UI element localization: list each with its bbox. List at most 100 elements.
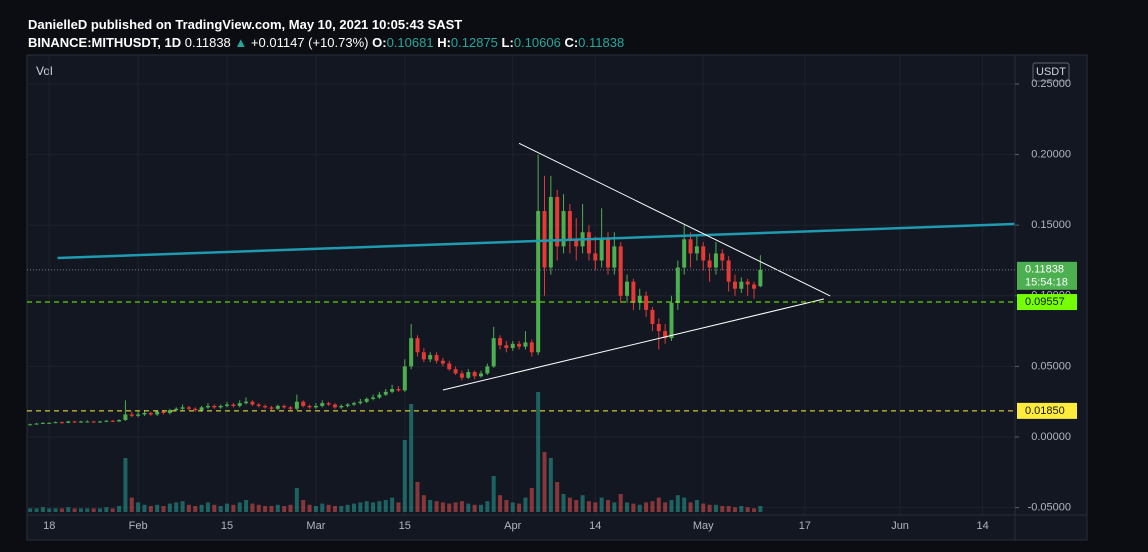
- volume-bar: [123, 458, 128, 512]
- horizontal-line-box: [1017, 294, 1077, 311]
- x-tick-label: 15: [399, 520, 411, 532]
- trend-line: [442, 298, 824, 391]
- volume-bar: [713, 504, 718, 512]
- volume-bar: [631, 503, 636, 512]
- volume-bar: [396, 502, 401, 512]
- volume-bar: [739, 506, 744, 512]
- x-tick-label: 14: [976, 520, 988, 532]
- y-tick-label: 0.05000: [1031, 360, 1071, 372]
- candle-body: [478, 373, 483, 377]
- volume-bar: [434, 501, 439, 512]
- candle-body: [117, 420, 122, 422]
- candle-body: [758, 269, 763, 287]
- volume-bar: [72, 508, 77, 512]
- candle-body: [396, 388, 401, 391]
- volume-bar: [491, 476, 496, 512]
- candle-body: [294, 401, 299, 409]
- candle-body: [237, 403, 242, 406]
- symbol: BINANCE:MITHUSDT, 1D: [28, 35, 182, 50]
- volume-bar: [745, 507, 750, 512]
- last-price-box: [1017, 261, 1077, 290]
- candle-body: [574, 239, 579, 247]
- volume-bar: [326, 504, 331, 512]
- volume-bar: [358, 502, 363, 512]
- candle-body: [447, 363, 452, 370]
- y-tick-label: 0.15000: [1031, 219, 1071, 231]
- candle-body: [390, 388, 395, 392]
- candle-body: [174, 408, 179, 411]
- h-value: 0.12875: [450, 35, 498, 50]
- candle-body: [110, 420, 115, 422]
- volume-bar: [517, 503, 522, 512]
- candle-body: [345, 404, 350, 406]
- candle-body: [78, 421, 83, 423]
- author: DanielleD published on TradingView.com, …: [28, 17, 463, 32]
- volume-bar: [104, 507, 109, 512]
- candle-body: [313, 405, 318, 408]
- volume-bar: [193, 506, 198, 512]
- candle-body: [161, 411, 166, 414]
- volume-bar: [542, 452, 547, 512]
- volume-bar: [383, 500, 388, 512]
- volume-bar: [85, 508, 90, 512]
- volume-bar: [650, 501, 655, 512]
- candle-body: [453, 369, 458, 374]
- candle-body: [72, 421, 77, 423]
- candle-body: [402, 366, 407, 391]
- candle-body: [91, 421, 96, 423]
- volume-bar: [580, 495, 585, 512]
- volume-bar: [618, 494, 623, 512]
- o-label: O:: [372, 35, 387, 50]
- volume-bar: [59, 508, 64, 512]
- volume-bar: [447, 503, 452, 512]
- volume-bar: [142, 504, 147, 512]
- candle-body: [688, 239, 693, 254]
- volume-bar: [574, 500, 579, 512]
- l-label: L:: [501, 35, 514, 50]
- o-value: 0.10681: [386, 35, 434, 50]
- volume-bar: [371, 502, 376, 512]
- volume-bar: [282, 506, 287, 512]
- candle-body: [415, 338, 420, 353]
- volume-bar: [180, 501, 185, 512]
- candle-body: [34, 423, 39, 425]
- y-tick-label: 0.00000: [1031, 431, 1071, 443]
- candle-body: [339, 405, 344, 408]
- candle-body: [307, 405, 312, 408]
- candle-body: [377, 394, 382, 398]
- candle-body: [123, 414, 128, 421]
- candle-body: [167, 410, 172, 414]
- volume-bar: [644, 502, 649, 512]
- candle-body: [434, 355, 439, 361]
- candle-body: [593, 253, 598, 261]
- volume-bar: [250, 503, 255, 512]
- candle-body: [256, 404, 261, 406]
- volume-bar: [701, 503, 706, 512]
- volume-bar: [656, 497, 661, 512]
- l-value: 0.10606: [513, 35, 561, 50]
- candle-body: [618, 246, 623, 296]
- candle-body: [218, 405, 223, 408]
- candle-body: [409, 338, 414, 367]
- candle-body: [250, 401, 255, 405]
- volume-bar: [485, 501, 490, 512]
- volume-bar: [498, 495, 503, 512]
- volume-bar: [453, 502, 458, 512]
- volume-bar: [205, 502, 210, 512]
- volume-bar: [599, 497, 604, 512]
- volume-bar: [758, 506, 763, 512]
- candle-body: [472, 372, 477, 377]
- volume-bar: [377, 501, 382, 512]
- volume-bar: [53, 508, 58, 512]
- volume-bar: [339, 506, 344, 512]
- candle-body: [301, 401, 306, 406]
- volume-bar: [472, 504, 477, 512]
- candle-body: [288, 407, 293, 409]
- symbol-line: BINANCE:MITHUSDT, 1D 0.11838 ▲ +0.01147 …: [28, 34, 624, 52]
- volume-bar: [294, 488, 299, 512]
- volume-bar: [421, 495, 426, 512]
- x-tick-label: 18: [43, 520, 55, 532]
- x-tick-label: May: [693, 520, 714, 532]
- volume-bar: [612, 502, 617, 512]
